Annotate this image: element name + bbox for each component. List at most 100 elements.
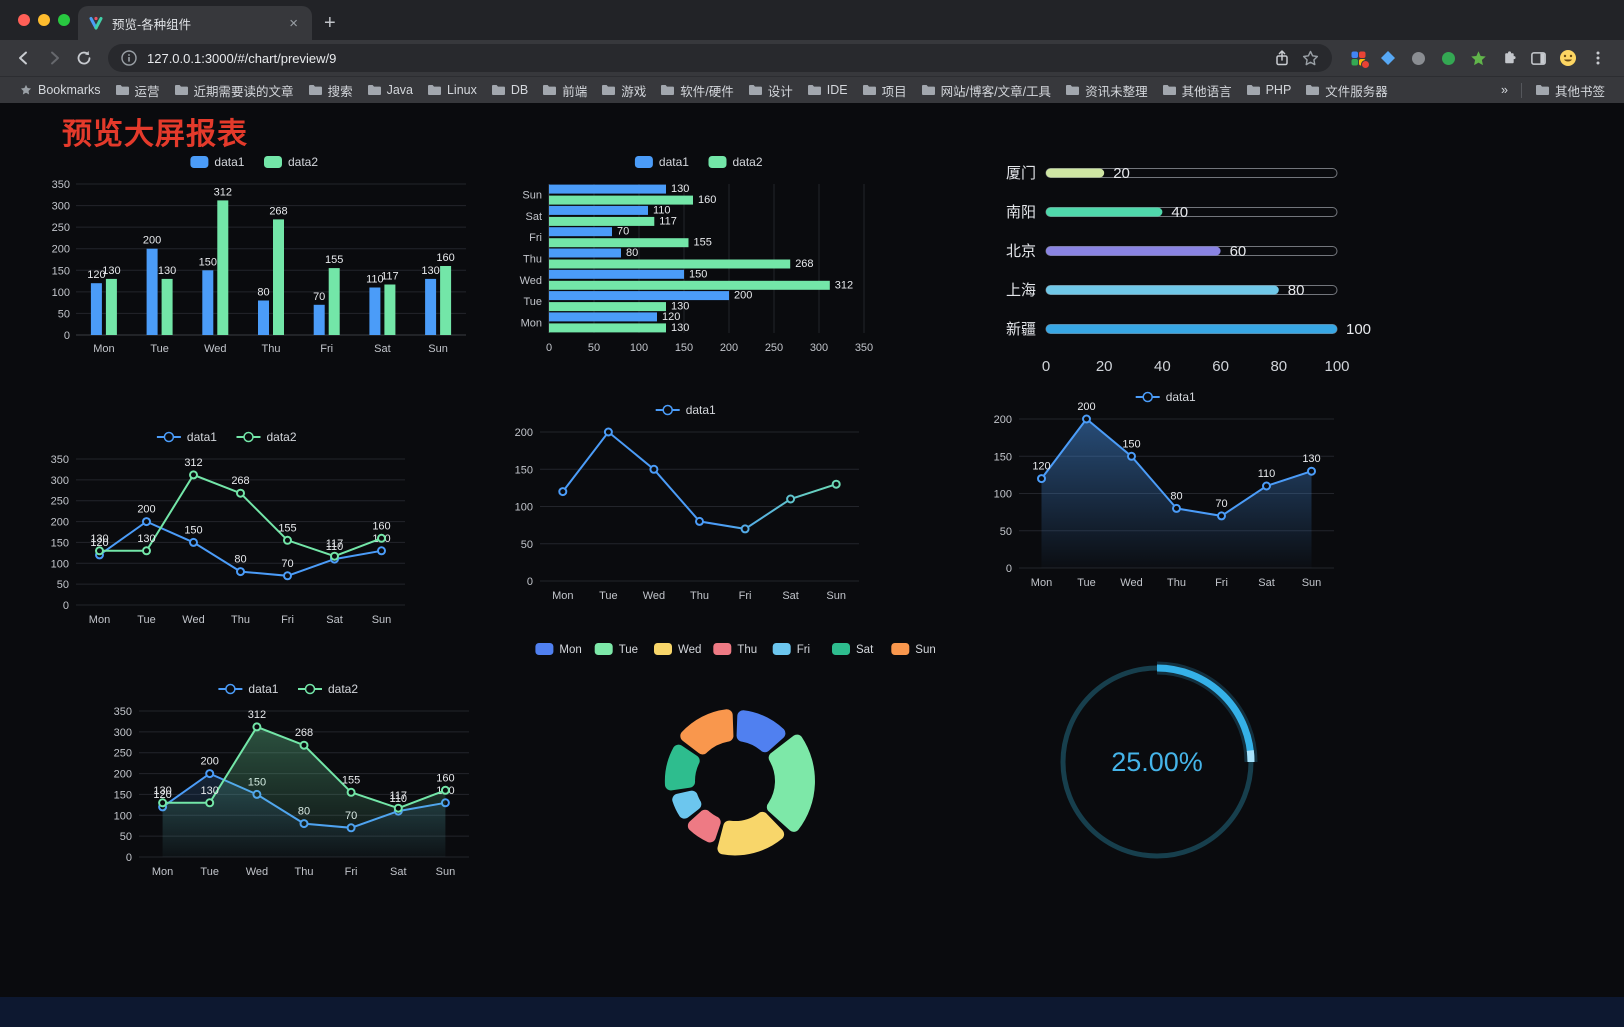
tab-strip: 预览-各种组件 × + <box>0 0 1624 40</box>
bookmark-folder[interactable]: PHP <box>1239 83 1299 97</box>
bookmarks-overflow-button[interactable]: » <box>1501 83 1508 97</box>
chart-grouped-bar-horizontal: 0 50 100 150 200 250 300 350 Mon 120 130 Tue 200 130 W… <box>503 150 898 365</box>
svg-text:350: 350 <box>51 454 69 466</box>
reload-icon <box>77 51 91 65</box>
bookmark-folder[interactable]: 资讯未整理 <box>1058 81 1155 100</box>
tab-close-icon[interactable]: × <box>289 14 298 32</box>
address-bar[interactable]: 127.0.0.1:3000/#/chart/preview/9 <box>108 44 1332 72</box>
svg-text:200: 200 <box>734 290 752 302</box>
bookmark-folder[interactable]: 设计 <box>741 81 800 100</box>
svg-text:Sun: Sun <box>372 614 392 626</box>
gray-extension-icon[interactable] <box>1408 48 1428 68</box>
svg-text:Wed: Wed <box>678 644 701 656</box>
svg-text:350: 350 <box>52 179 70 191</box>
svg-text:130: 130 <box>153 785 171 797</box>
extension-colored-icon[interactable] <box>1348 48 1370 69</box>
back-button[interactable] <box>10 44 38 72</box>
svg-text:120: 120 <box>1032 461 1050 473</box>
svg-text:150: 150 <box>114 789 132 801</box>
bookmark-folder[interactable]: 前端 <box>535 81 594 100</box>
back-icon <box>19 51 27 65</box>
svg-text:40: 40 <box>1154 358 1171 375</box>
share-icon[interactable] <box>1273 49 1291 67</box>
bookmark-folder-label: DB <box>510 83 529 97</box>
bookmark-folder[interactable]: 软件/硬件 <box>653 81 740 100</box>
site-info-icon[interactable] <box>120 49 138 67</box>
bookmark-folder[interactable]: IDE <box>800 83 855 97</box>
svg-text:268: 268 <box>795 258 813 270</box>
bookmarks-manager[interactable]: Bookmarks <box>12 77 108 103</box>
svg-text:117: 117 <box>390 790 408 802</box>
bookmark-folder-label: 前端 <box>562 84 588 99</box>
bookmark-folder-label: 资讯未整理 <box>1085 84 1148 99</box>
line-area-svg: 0 50 100 150 200 Mon Tue Wed Thu Fri Sat Sun 120 200 1… <box>994 390 1334 589</box>
reload-button[interactable] <box>70 44 98 72</box>
svg-text:Thu: Thu <box>1167 577 1186 589</box>
bookmark-folder[interactable]: Java <box>360 83 420 97</box>
bookmark-folder[interactable]: 其他语言 <box>1155 81 1239 100</box>
minimize-window-button[interactable] <box>38 14 50 26</box>
svg-text:160: 160 <box>436 252 454 264</box>
side-panel-icon[interactable] <box>1528 48 1548 68</box>
close-window-button[interactable] <box>18 14 30 26</box>
forward-button[interactable] <box>40 44 68 72</box>
svg-text:200: 200 <box>137 504 155 516</box>
bar-grouped-horizontal-svg: 0 50 100 150 200 250 300 350Mon120130Tue200130W… <box>520 155 874 354</box>
bookmark-folder[interactable]: 搜索 <box>301 81 360 100</box>
svg-text:120: 120 <box>90 537 108 549</box>
svg-text:Thu: Thu <box>262 343 281 355</box>
svg-text:110: 110 <box>653 204 671 216</box>
bookmark-folder-label: 游戏 <box>621 84 647 99</box>
emoji-profile-icon[interactable] <box>1558 48 1578 68</box>
svg-text:25.00%: 25.00% <box>1111 747 1203 777</box>
bookmark-folder[interactable]: 网站/博客/文章/工具 <box>914 81 1058 100</box>
bookmark-folder-list: 运营 近期需要读的文章 搜索 Java Linux DB 前端 游戏 软件/硬件 设计 IDE 项目 网… <box>108 81 1495 100</box>
star-extension-icon[interactable] <box>1468 48 1488 68</box>
maximize-window-button[interactable] <box>58 14 70 26</box>
browser-tab[interactable]: 预览-各种组件 × <box>78 6 312 40</box>
folder-icon <box>174 85 188 95</box>
bookmark-folder[interactable]: 游戏 <box>594 81 653 100</box>
bookmark-folder[interactable]: Linux <box>420 83 484 97</box>
svg-text:200: 200 <box>51 517 69 529</box>
folder-icon <box>115 85 129 95</box>
folder-icon <box>661 85 675 95</box>
extensions-puzzle-icon[interactable] <box>1498 48 1518 68</box>
folder-icon <box>921 85 935 95</box>
svg-text:155: 155 <box>325 254 343 266</box>
extension-badge <box>1361 60 1370 69</box>
svg-text:Mon: Mon <box>559 644 581 656</box>
svg-text:Sat: Sat <box>856 644 874 656</box>
green-extension-icon[interactable] <box>1438 48 1458 68</box>
bookmark-star-icon[interactable] <box>1301 49 1320 68</box>
svg-text:50: 50 <box>57 579 69 591</box>
bookmark-folder[interactable]: 项目 <box>855 81 914 100</box>
svg-text:130: 130 <box>137 533 155 545</box>
new-tab-button[interactable]: + <box>324 12 336 34</box>
chart-donut: Mon Tue Wed Thu Fri Sat Sun <box>535 635 936 890</box>
url-text: 127.0.0.1:3000/#/chart/preview/9 <box>147 50 337 66</box>
bookmark-folder[interactable]: 文件服务器 <box>1298 81 1395 100</box>
svg-text:Sat: Sat <box>326 614 343 626</box>
svg-text:130: 130 <box>421 265 439 277</box>
other-bookmarks[interactable]: 其他书签 <box>1528 77 1612 103</box>
password-manager-icon[interactable] <box>1378 48 1398 68</box>
svg-text:Fri: Fri <box>739 590 752 602</box>
svg-text:80: 80 <box>257 287 269 299</box>
svg-text:Thu: Thu <box>523 254 542 266</box>
bookmark-folder[interactable]: 运营 <box>108 81 167 100</box>
svg-text:200: 200 <box>720 342 738 354</box>
svg-text:data1: data1 <box>1166 390 1196 404</box>
bookmarks-star-icon <box>20 84 32 95</box>
svg-text:0: 0 <box>1006 563 1012 575</box>
browser-menu-icon[interactable] <box>1588 48 1608 68</box>
svg-text:Tue: Tue <box>150 343 169 355</box>
chart-line-area: 0 50 100 150 200 Mon Tue Wed Thu Fri Sat Sun 120 200 1… <box>985 385 1350 600</box>
bookmark-folder[interactable]: 近期需要读的文章 <box>167 81 301 100</box>
bookmark-folder[interactable]: DB <box>484 83 535 97</box>
svg-text:110: 110 <box>326 541 344 553</box>
svg-text:130: 130 <box>158 265 176 277</box>
svg-text:data1: data1 <box>659 155 689 169</box>
svg-text:20: 20 <box>1113 165 1130 182</box>
bookmark-folder-label: 搜索 <box>327 84 353 99</box>
